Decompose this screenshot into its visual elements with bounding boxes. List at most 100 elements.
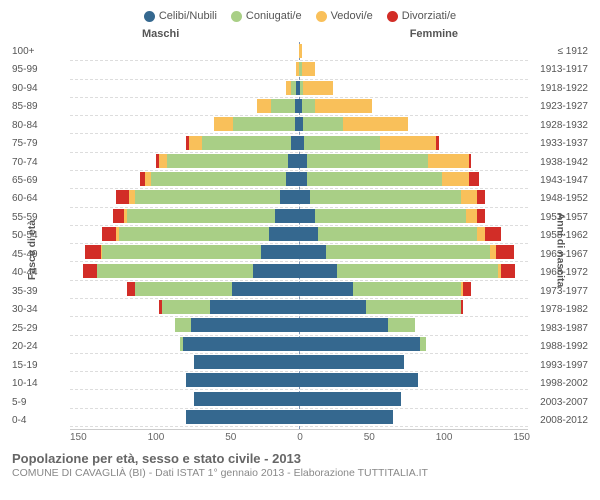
y-tick-age: 15-19 bbox=[12, 356, 70, 374]
x-tick: 50 bbox=[225, 432, 236, 443]
gridline bbox=[70, 261, 528, 262]
bar-segment bbox=[366, 300, 460, 314]
bar-segment bbox=[463, 282, 471, 296]
bar-male bbox=[70, 172, 299, 186]
bar-segment bbox=[315, 99, 372, 113]
gridline bbox=[70, 389, 528, 390]
bar-male bbox=[70, 264, 299, 278]
bar-segment bbox=[428, 154, 468, 168]
bar-segment bbox=[477, 209, 485, 223]
bar-segment bbox=[380, 136, 437, 150]
y-tick-age: 20-24 bbox=[12, 338, 70, 356]
y-tick-birth: 1963-1967 bbox=[528, 245, 588, 263]
bar-row bbox=[70, 44, 528, 58]
y-tick-birth: 1973-1977 bbox=[528, 282, 588, 300]
bar-segment bbox=[469, 154, 472, 168]
legend-label: Celibi/Nubili bbox=[159, 10, 217, 22]
y-tick-birth: 1993-1997 bbox=[528, 356, 588, 374]
bar-segment bbox=[299, 209, 315, 223]
legend-item: Celibi/Nubili bbox=[144, 10, 217, 22]
bar-female bbox=[299, 392, 528, 406]
bar-row bbox=[70, 172, 528, 186]
y-tick-age: 60-64 bbox=[12, 190, 70, 208]
bar-male bbox=[70, 392, 299, 406]
bar-segment bbox=[299, 392, 401, 406]
bar-segment bbox=[135, 190, 280, 204]
y-tick-age: 75-79 bbox=[12, 134, 70, 152]
gender-labels: Maschi Femmine bbox=[12, 28, 588, 40]
bar-segment bbox=[299, 373, 418, 387]
bar-row bbox=[70, 282, 528, 296]
y-tick-birth: 1918-1922 bbox=[528, 79, 588, 97]
bar-segment bbox=[477, 227, 485, 241]
bar-segment bbox=[291, 136, 299, 150]
bar-female bbox=[299, 318, 528, 332]
bar-row bbox=[70, 392, 528, 406]
y-tick-birth: 1933-1937 bbox=[528, 134, 588, 152]
bar-segment bbox=[183, 337, 299, 351]
bar-segment bbox=[299, 154, 307, 168]
bar-female bbox=[299, 227, 528, 241]
bar-row bbox=[70, 355, 528, 369]
y-tick-birth: 1943-1947 bbox=[528, 171, 588, 189]
x-tick: 150 bbox=[70, 432, 87, 443]
bar-segment bbox=[102, 227, 115, 241]
bar-female bbox=[299, 44, 528, 58]
bar-male bbox=[70, 99, 299, 113]
bar-female bbox=[299, 410, 528, 424]
bar-segment bbox=[261, 245, 299, 259]
bar-segment bbox=[299, 282, 353, 296]
bar-row bbox=[70, 190, 528, 204]
bar-female bbox=[299, 136, 528, 150]
label-female: Femmine bbox=[410, 28, 458, 40]
y-tick-age: 55-59 bbox=[12, 208, 70, 226]
bar-segment bbox=[343, 117, 408, 131]
bar-segment bbox=[253, 264, 299, 278]
bar-row bbox=[70, 81, 528, 95]
bar-segment bbox=[119, 227, 270, 241]
bar-female bbox=[299, 99, 528, 113]
bar-segment bbox=[191, 318, 299, 332]
gridline bbox=[70, 280, 528, 281]
y-tick-birth: 1988-1992 bbox=[528, 338, 588, 356]
bar-segment bbox=[299, 410, 393, 424]
bar-segment bbox=[302, 62, 315, 76]
bar-male bbox=[70, 282, 299, 296]
y-tick-birth: 1913-1917 bbox=[528, 60, 588, 78]
bar-segment bbox=[286, 172, 299, 186]
gridline bbox=[70, 60, 528, 61]
bar-male bbox=[70, 337, 299, 351]
bar-female bbox=[299, 245, 528, 259]
bar-segment bbox=[210, 300, 299, 314]
bar-segment bbox=[162, 300, 210, 314]
bar-female bbox=[299, 373, 528, 387]
bar-segment bbox=[304, 136, 379, 150]
gridline bbox=[70, 353, 528, 354]
gridline bbox=[70, 426, 528, 427]
x-tick: 100 bbox=[148, 432, 165, 443]
bar-segment bbox=[271, 99, 295, 113]
legend: Celibi/NubiliConiugati/eVedovi/eDivorzia… bbox=[12, 10, 588, 22]
y-tick-birth: 1983-1987 bbox=[528, 319, 588, 337]
y-tick-birth: 1938-1942 bbox=[528, 153, 588, 171]
bar-female bbox=[299, 117, 528, 131]
bar-female bbox=[299, 81, 528, 95]
bar-segment bbox=[127, 282, 135, 296]
bar-segment bbox=[189, 136, 202, 150]
bar-row bbox=[70, 154, 528, 168]
bar-segment bbox=[469, 172, 480, 186]
bar-female bbox=[299, 190, 528, 204]
bar-row bbox=[70, 62, 528, 76]
gridline bbox=[70, 152, 528, 153]
bar-segment bbox=[127, 209, 275, 223]
chart-area: 100+95-9990-9485-8980-8475-7970-7465-696… bbox=[12, 42, 588, 430]
bar-segment bbox=[466, 209, 477, 223]
bar-segment bbox=[307, 154, 428, 168]
y-tick-birth: 1948-1952 bbox=[528, 190, 588, 208]
bar-row bbox=[70, 99, 528, 113]
bar-segment bbox=[303, 81, 333, 95]
legend-swatch bbox=[316, 11, 327, 22]
bar-segment bbox=[167, 154, 288, 168]
bar-female bbox=[299, 264, 528, 278]
bar-row bbox=[70, 318, 528, 332]
